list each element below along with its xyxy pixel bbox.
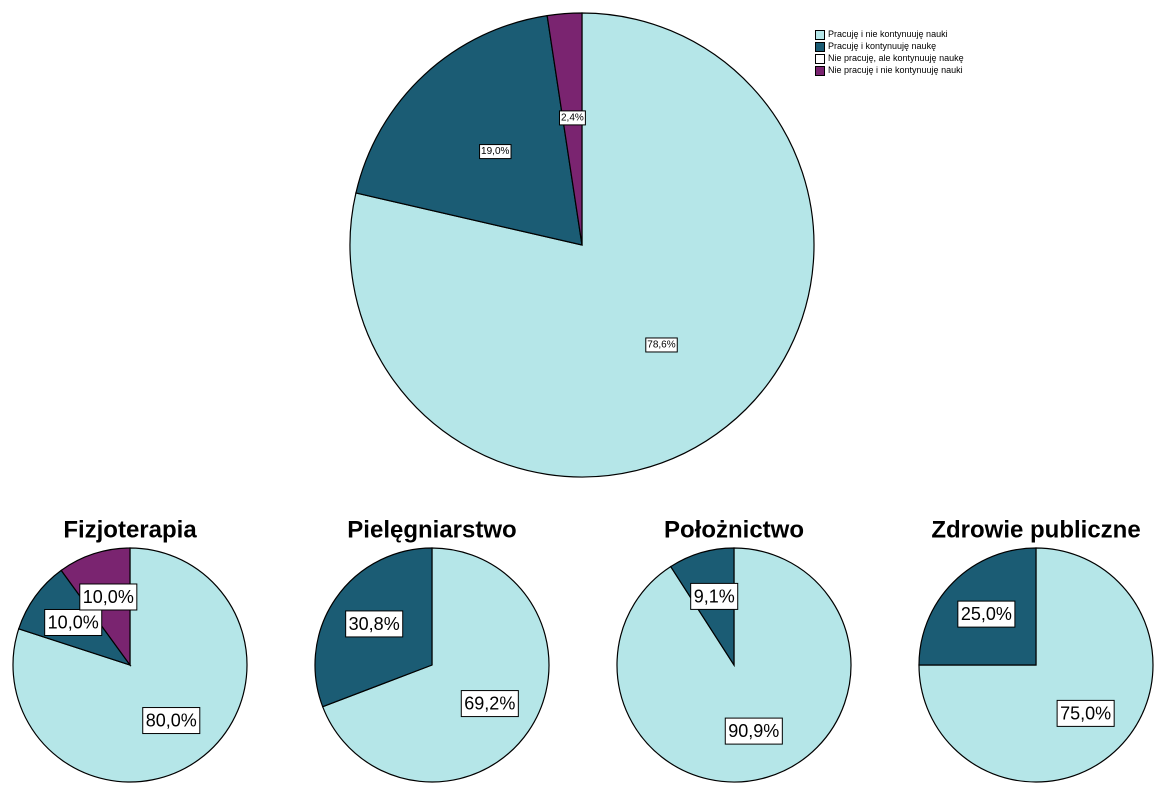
legend-label: Pracuję i kontynuuję naukę (828, 41, 937, 51)
pie-title: Pielęgniarstwo (347, 516, 516, 543)
legend-swatch (815, 54, 825, 64)
data-label: 19,0% (481, 146, 509, 157)
legend-item: Nie pracuję i nie kontynuuję nauki (815, 66, 965, 76)
legend-item: Pracuję i nie kontynuuję nauki (815, 30, 965, 40)
data-label: 69,2% (464, 694, 515, 714)
label-box (79, 583, 138, 611)
legend-item: Pracuję i kontynuuję naukę (815, 42, 965, 52)
pie-title: Zdrowie publiczne (931, 516, 1140, 543)
label-box (558, 110, 586, 126)
legend-swatch (815, 30, 825, 40)
pie-slice (546, 12, 583, 246)
legend-item: Nie pracuję, ale kontynuuję naukę (815, 54, 965, 64)
label-box (645, 337, 678, 353)
data-label: 80,0% (146, 711, 197, 731)
data-label: 10,0% (83, 587, 134, 607)
data-label: 10,0% (48, 612, 99, 632)
data-label: 2,4% (561, 112, 584, 123)
label-box (142, 707, 201, 735)
data-label: 90,9% (728, 721, 779, 741)
legend-label: Nie pracuję, ale kontynuuję naukę (828, 53, 964, 63)
label-box (460, 690, 519, 718)
label-box (1056, 699, 1115, 727)
legend-swatch (815, 66, 825, 76)
legend-swatch (815, 42, 825, 52)
label-box (957, 600, 1016, 628)
data-label: 30,8% (349, 614, 400, 634)
pie-title: Położnictwo (664, 516, 804, 543)
label-box (690, 582, 739, 610)
pie-slice (321, 547, 550, 783)
legend: Pracuję i nie kontynuuję nauki Pracuję i … (815, 30, 965, 78)
pie-slice (355, 14, 583, 246)
data-label: 25,0% (961, 604, 1012, 624)
label-box (345, 610, 404, 638)
legend-label: Pracuję i nie kontynuuję nauki (828, 29, 948, 39)
data-label: 78,6% (647, 339, 675, 350)
label-box (44, 608, 103, 636)
data-label: 75,0% (1060, 703, 1111, 723)
label-box (479, 144, 512, 160)
label-box (724, 717, 783, 745)
data-label: 9,1% (694, 586, 735, 606)
pie-title: Fizjoterapia (63, 516, 197, 543)
legend-label: Nie pracuję i nie kontynuuję nauki (828, 65, 963, 75)
